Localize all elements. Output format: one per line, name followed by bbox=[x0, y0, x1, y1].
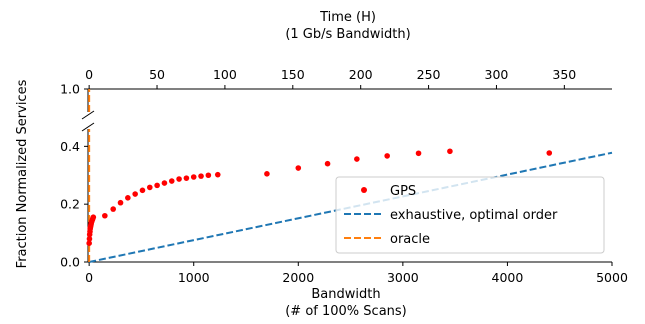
top-tick-label: 50 bbox=[149, 67, 165, 82]
legend-label-oracle: oracle bbox=[390, 232, 430, 247]
top-tick-label: 150 bbox=[281, 67, 305, 82]
gps-point bbox=[86, 240, 92, 247]
top-tick-label: 300 bbox=[485, 67, 509, 82]
y-axis-label: Fraction Normalized Services bbox=[15, 79, 30, 268]
gps-point bbox=[139, 187, 146, 194]
gps-point bbox=[125, 195, 131, 201]
top-tick-label: 100 bbox=[213, 67, 237, 82]
gps-point bbox=[324, 160, 331, 167]
top-tick-label: 0 bbox=[85, 67, 93, 82]
lower-panel: 0 1000 2000 3000 4000 5000 0.0 0.2 0.4 bbox=[60, 129, 628, 285]
gps-point bbox=[161, 180, 168, 186]
legend-label-gps: GPS bbox=[390, 184, 416, 199]
gps-point bbox=[154, 182, 160, 189]
gps-point bbox=[415, 150, 422, 157]
top-axis-label-line2: (1 Gb/s Bandwidth) bbox=[285, 27, 410, 42]
gps-point bbox=[198, 173, 204, 179]
y-tick-label: 0.0 bbox=[60, 255, 80, 270]
x-tick-label: 5000 bbox=[596, 270, 628, 285]
x-tick-label: 1000 bbox=[178, 270, 210, 285]
legend-box bbox=[335, 176, 605, 254]
legend-label-exhaustive: exhaustive, optimal order bbox=[390, 208, 558, 223]
x-tick-label: 0 bbox=[85, 270, 93, 285]
gps-point bbox=[354, 156, 360, 162]
upper-panel: 0 50 100 150 200 250 300 350 1.0 bbox=[60, 67, 612, 112]
gps-point bbox=[176, 176, 182, 182]
x-tick-label: 3000 bbox=[387, 270, 419, 285]
axis-break-marks bbox=[81, 110, 95, 132]
series-exhaustive-line bbox=[88, 151, 613, 263]
gps-point bbox=[190, 174, 197, 180]
gps-point bbox=[295, 165, 302, 171]
legend-marker-gps bbox=[361, 187, 367, 193]
gps-point bbox=[205, 172, 212, 179]
y-tick-label: 0.2 bbox=[60, 197, 80, 212]
x-axis-label-line1: Bandwidth bbox=[311, 287, 380, 302]
x-tick-label: 2000 bbox=[282, 270, 314, 285]
gps-point bbox=[147, 184, 153, 191]
gps-point bbox=[447, 148, 453, 155]
gps-point bbox=[117, 199, 124, 206]
gps-point bbox=[546, 150, 553, 156]
gps-point bbox=[102, 212, 108, 219]
top-tick-label: 250 bbox=[417, 67, 441, 82]
legend: GPS exhaustive, optimal order oracle bbox=[335, 176, 605, 254]
gps-point bbox=[110, 206, 117, 212]
y-tick-label-upper: 1.0 bbox=[60, 82, 80, 97]
gps-point bbox=[264, 171, 270, 177]
top-tick-label: 200 bbox=[349, 67, 373, 82]
break-mark-upper bbox=[81, 110, 95, 120]
gps-point bbox=[90, 214, 97, 220]
y-tick-label: 0.4 bbox=[60, 139, 80, 154]
top-axis-label-line1: Time (H) bbox=[319, 10, 376, 25]
gps-point bbox=[384, 153, 390, 159]
gps-point bbox=[132, 191, 138, 197]
gps-point bbox=[168, 178, 175, 184]
gps-point bbox=[86, 236, 93, 242]
gps-point bbox=[183, 175, 190, 181]
x-axis-label-line2: (# of 100% Scans) bbox=[285, 304, 407, 319]
break-mark-lower bbox=[81, 122, 95, 132]
gps-point bbox=[214, 171, 221, 178]
x-tick-label: 4000 bbox=[492, 270, 524, 285]
top-tick-label: 350 bbox=[552, 67, 576, 82]
